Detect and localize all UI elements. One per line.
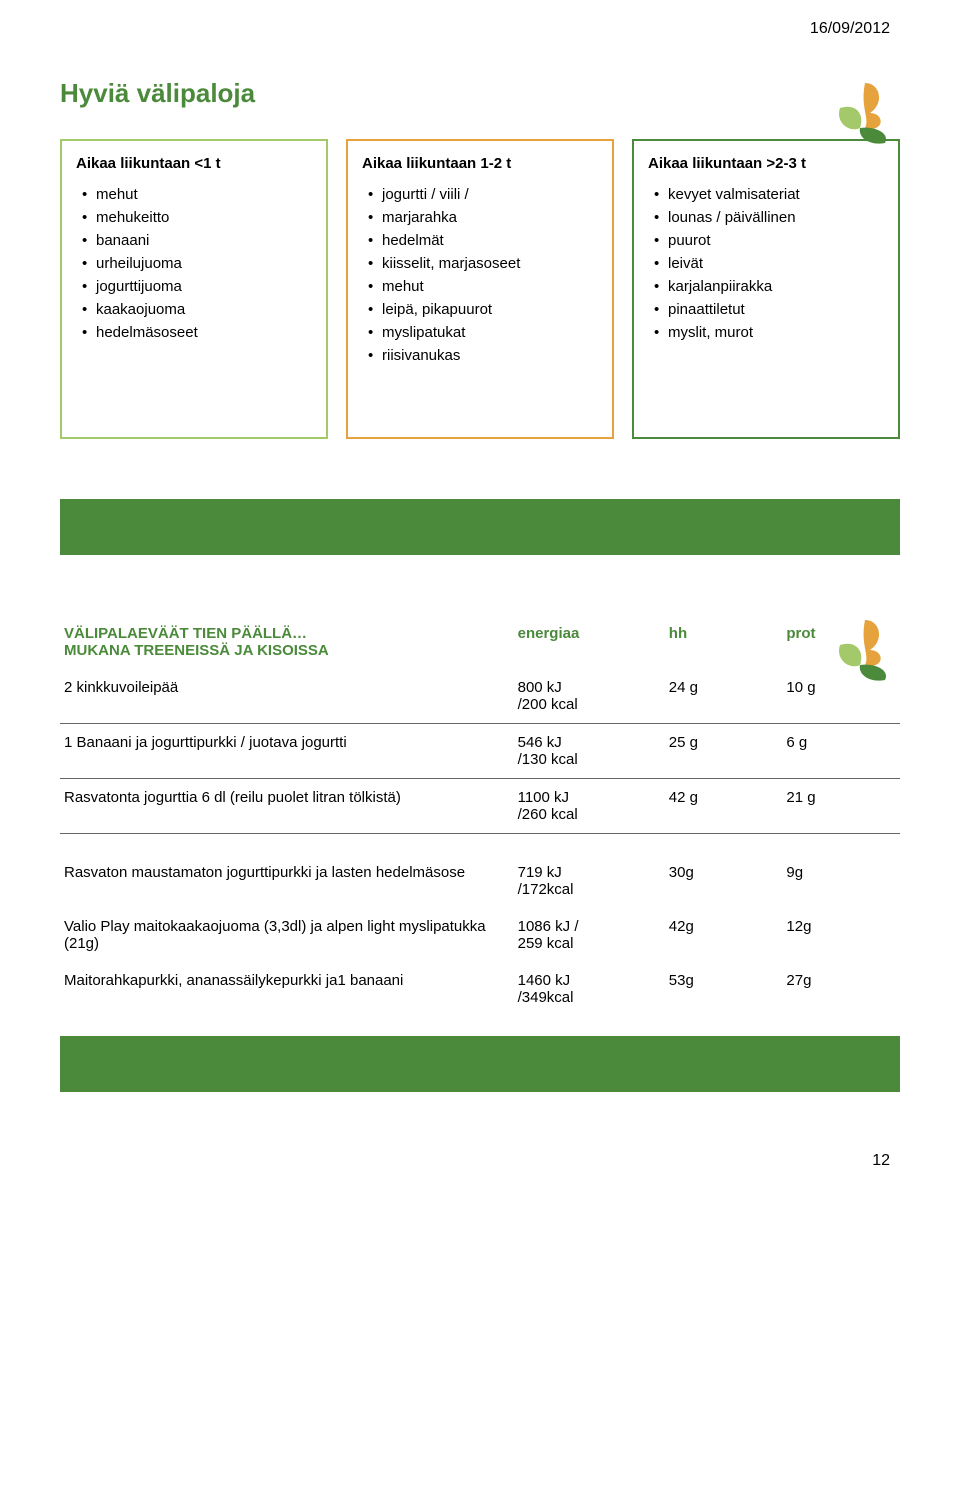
table-cell: Valio Play maitokaakaojuoma (3,3dl) ja a…	[60, 908, 514, 962]
list-item: riisivanukas	[368, 347, 598, 364]
table-cell: 546 kJ /130 kcal	[514, 724, 665, 779]
date-header: 16/09/2012	[60, 20, 900, 38]
table-row: Maitorahkapurkki, ananassäilykepurkki ja…	[60, 962, 900, 1016]
list-item: pinaattiletut	[654, 301, 884, 318]
table-cell: 21 g	[782, 779, 900, 834]
table-row: 2 kinkkuvoileipää800 kJ /200 kcal24 g10 …	[60, 669, 900, 724]
table-cell: 1 Banaani ja jogurttipurkki / juotava jo…	[60, 724, 514, 779]
col-box-2: Aikaa liikuntaan 1-2 t jogurtti / viili …	[346, 139, 614, 439]
table-heading-left: VÄLIPALAEVÄÄT TIEN PÄÄLLÄ… MUKANA TREENE…	[60, 615, 514, 669]
page-number: 12	[60, 1152, 900, 1170]
table-body-a: 2 kinkkuvoileipää800 kJ /200 kcal24 g10 …	[60, 669, 900, 834]
list-item: leivät	[654, 255, 884, 272]
table-body-b: Rasvaton maustamaton jogurttipurkki ja l…	[60, 834, 900, 1017]
list-item: lounas / päivällinen	[654, 209, 884, 226]
col-box-3: Aikaa liikuntaan >2-3 t kevyet valmisate…	[632, 139, 900, 439]
table-cell: 1460 kJ /349kcal	[514, 962, 665, 1016]
list-item: puurot	[654, 232, 884, 249]
table-cell: 42g	[665, 908, 783, 962]
table-cell: 9g	[782, 834, 900, 909]
col2-heading: Aikaa liikuntaan 1-2 t	[362, 155, 598, 172]
slide-snacks: Hyviä välipaloja Aikaa liikuntaan <1 t m…	[60, 78, 900, 439]
nutrition-table-wrap: VÄLIPALAEVÄÄT TIEN PÄÄLLÄ… MUKANA TREENE…	[60, 615, 900, 1016]
list-item: mehut	[82, 186, 312, 203]
table-cell: Rasvatonta jogurttia 6 dl (reilu puolet …	[60, 779, 514, 834]
nutrition-table: VÄLIPALAEVÄÄT TIEN PÄÄLLÄ… MUKANA TREENE…	[60, 615, 900, 1016]
list-item: mehut	[368, 278, 598, 295]
list-item: kevyet valmisateriat	[654, 186, 884, 203]
list-item: jogurtti / viili /	[368, 186, 598, 203]
list-item: banaani	[82, 232, 312, 249]
col-energy: energiaa	[514, 615, 665, 669]
list-item: jogurttijuoma	[82, 278, 312, 295]
columns-container: Aikaa liikuntaan <1 t mehut mehukeitto ban…	[60, 139, 900, 439]
table-cell: 719 kJ /172kcal	[514, 834, 665, 909]
col1-list: mehut mehukeitto banaani urheilujuoma jogurt…	[76, 186, 312, 341]
col-hh: hh	[665, 615, 783, 669]
table-cell: 12g	[782, 908, 900, 962]
list-item: myslipatukat	[368, 324, 598, 341]
table-row: Rasvaton maustamaton jogurttipurkki ja l…	[60, 834, 900, 909]
list-item: kiisselit, marjasoseet	[368, 255, 598, 272]
table-cell: 25 g	[665, 724, 783, 779]
list-item: urheilujuoma	[82, 255, 312, 272]
list-item: hedelmät	[368, 232, 598, 249]
table-row: Rasvatonta jogurttia 6 dl (reilu puolet …	[60, 779, 900, 834]
table-row: 1 Banaani ja jogurttipurkki / juotava jo…	[60, 724, 900, 779]
col-box-1: Aikaa liikuntaan <1 t mehut mehukeitto ban…	[60, 139, 328, 439]
list-item: marjarahka	[368, 209, 598, 226]
table-row: Valio Play maitokaakaojuoma (3,3dl) ja a…	[60, 908, 900, 962]
divider-bar	[60, 499, 900, 555]
col3-heading: Aikaa liikuntaan >2-3 t	[648, 155, 884, 172]
col2-list: jogurtti / viili / marjarahka hedelmät kiis…	[362, 186, 598, 364]
slide-table: VÄLIPALAEVÄÄT TIEN PÄÄLLÄ… MUKANA TREENE…	[60, 615, 900, 1092]
table-cell: 53g	[665, 962, 783, 1016]
table-cell: 42 g	[665, 779, 783, 834]
list-item: karjalanpiirakka	[654, 278, 884, 295]
logo-icon	[830, 78, 900, 148]
table-cell: 800 kJ /200 kcal	[514, 669, 665, 724]
table-cell: Maitorahkapurkki, ananassäilykepurkki ja…	[60, 962, 514, 1016]
slide1-title: Hyviä välipaloja	[60, 78, 900, 109]
table-cell: 1086 kJ / 259 kcal	[514, 908, 665, 962]
table-cell: 6 g	[782, 724, 900, 779]
table-cell: 30g	[665, 834, 783, 909]
table-cell: 27g	[782, 962, 900, 1016]
logo-icon	[830, 615, 900, 685]
list-item: myslit, murot	[654, 324, 884, 341]
col1-heading: Aikaa liikuntaan <1 t	[76, 155, 312, 172]
table-cell: 2 kinkkuvoileipää	[60, 669, 514, 724]
list-item: kaakaojuoma	[82, 301, 312, 318]
table-cell: 1100 kJ /260 kcal	[514, 779, 665, 834]
list-item: hedelmäsoseet	[82, 324, 312, 341]
col3-list: kevyet valmisateriat lounas / päivällinen…	[648, 186, 884, 341]
list-item: leipä, pikapuurot	[368, 301, 598, 318]
list-item: mehukeitto	[82, 209, 312, 226]
table-cell: Rasvaton maustamaton jogurttipurkki ja l…	[60, 834, 514, 909]
divider-bar-2	[60, 1036, 900, 1092]
table-cell: 24 g	[665, 669, 783, 724]
